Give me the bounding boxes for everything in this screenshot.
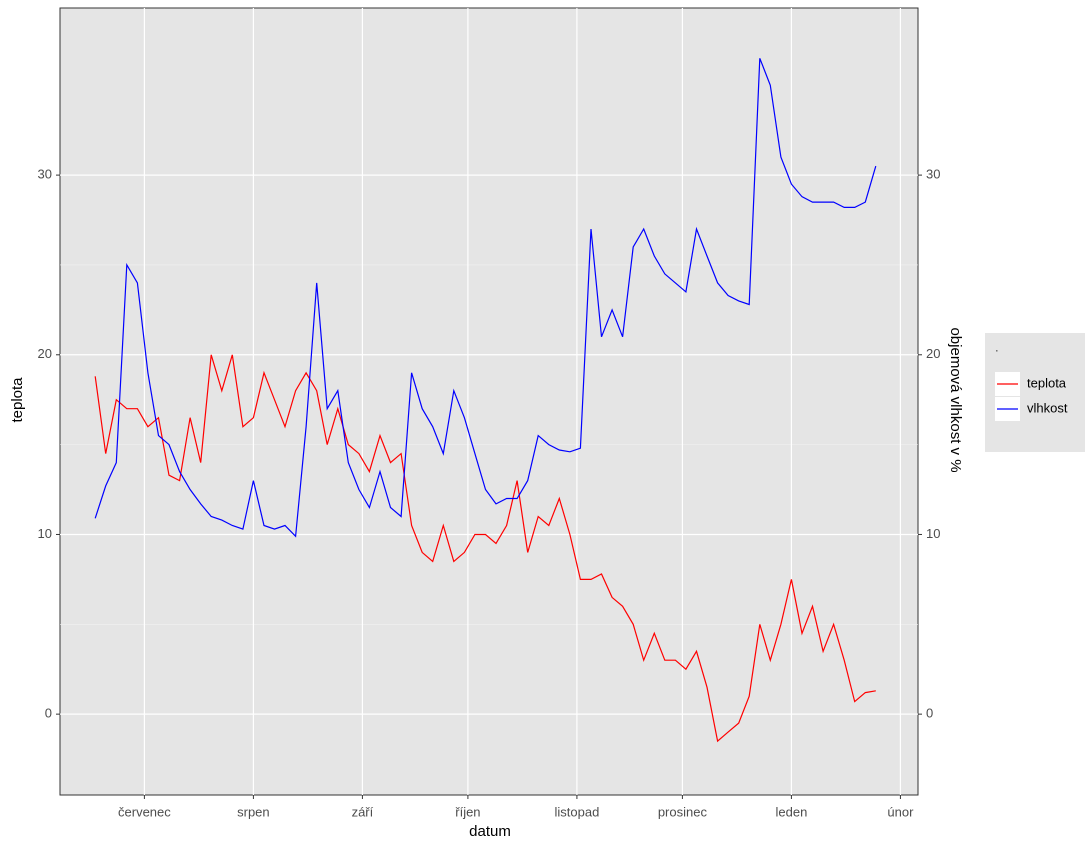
plot-background — [59, 7, 919, 796]
legend-label: vlhkost — [1027, 400, 1068, 415]
x-axis-title: datum — [469, 823, 511, 840]
x-tick-label: srpen — [237, 804, 270, 819]
x-tick-label: září — [352, 804, 374, 819]
x-tick-label: říjen — [455, 804, 480, 819]
legend-title: . — [995, 339, 999, 354]
y2-tick-label: 10 — [926, 526, 940, 541]
y2-axis-title: objemová vlhkost v % — [947, 327, 964, 472]
series-line — [94, 354, 876, 743]
y-tick-label: 10 — [38, 526, 52, 541]
x-tick-label: prosinec — [658, 804, 708, 819]
series-line — [94, 58, 877, 538]
y-tick-label: 0 — [45, 706, 52, 721]
y-tick-label: 30 — [38, 167, 52, 182]
x-tick-label: červenec — [118, 804, 171, 819]
legend: . teplota vlhkost — [985, 333, 1085, 452]
y-axis-title: teplota — [9, 377, 26, 423]
legend-label: teplota — [1027, 375, 1067, 390]
y2-tick-label: 30 — [926, 167, 940, 182]
x-tick-label: listopad — [555, 804, 600, 819]
x-tick-label: leden — [776, 804, 808, 819]
y-tick-label: 20 — [38, 346, 52, 361]
x-tick-label: únor — [887, 804, 914, 819]
y2-tick-label: 0 — [926, 706, 933, 721]
y2-tick-label: 20 — [926, 346, 940, 361]
